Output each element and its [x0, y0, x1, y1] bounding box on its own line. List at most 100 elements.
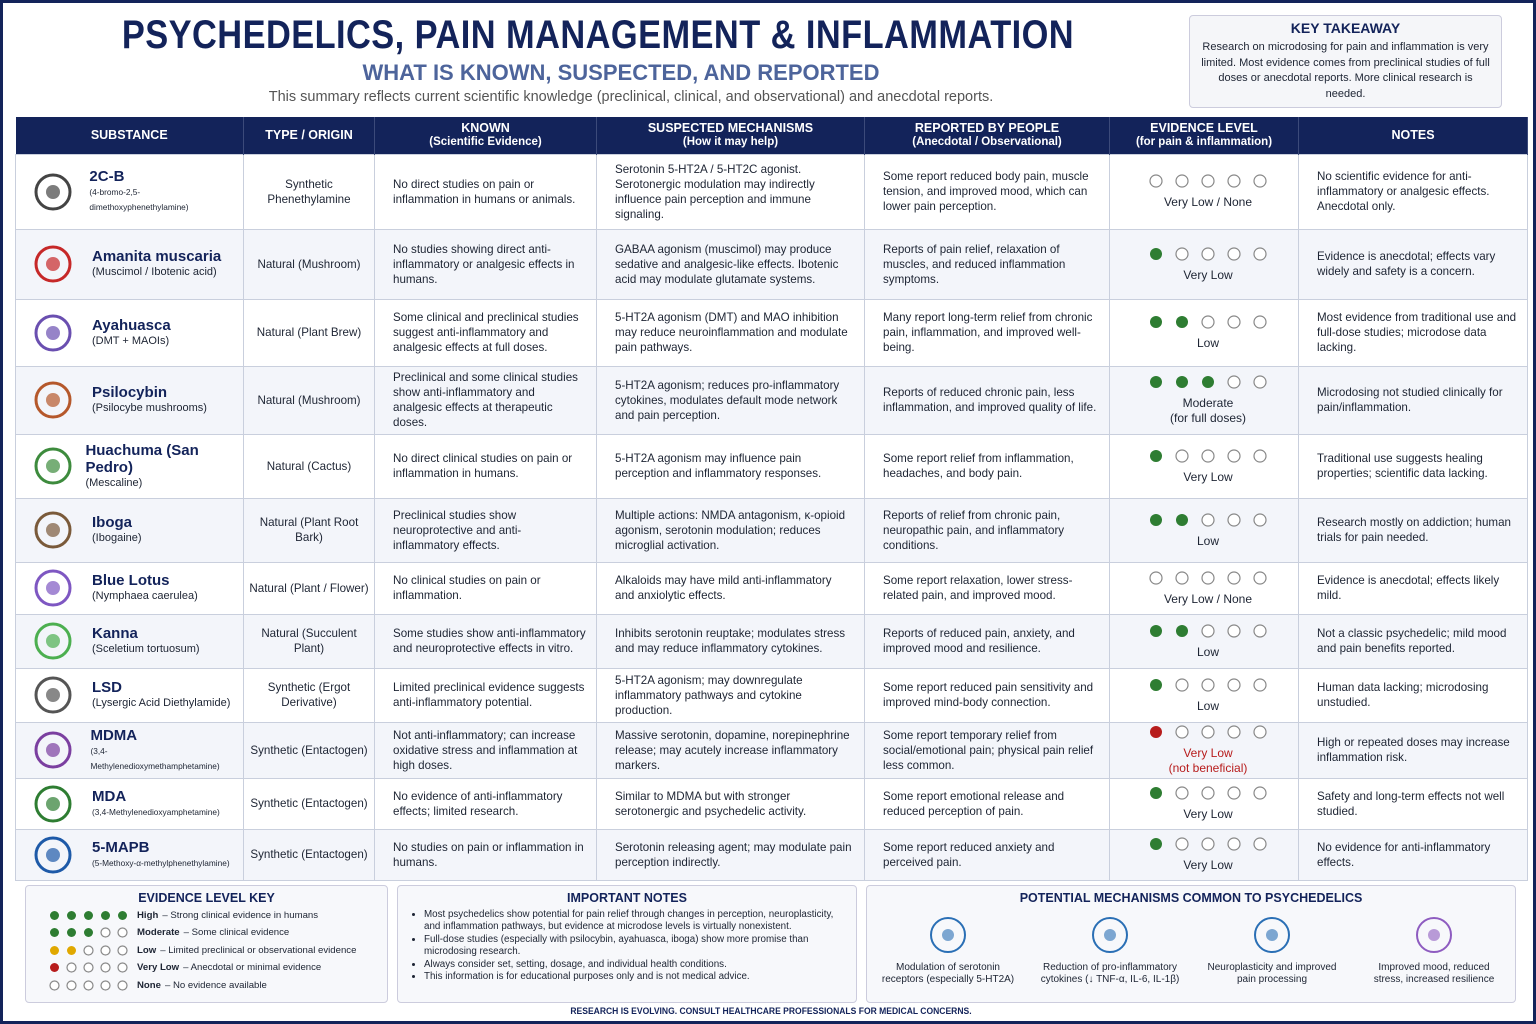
reported-cell: Reports of reduced pain, anxiety, and im…	[864, 613, 1110, 669]
substance-text: 2C-B (4-bromo-2,5-dimethoxyphenethylamine…	[89, 168, 233, 215]
icon-core	[46, 688, 60, 702]
dot-empty	[1253, 623, 1267, 638]
column-header: SUBSTANCE	[15, 117, 244, 154]
icon-core	[1266, 929, 1278, 941]
dot-filled	[1150, 513, 1162, 526]
dot-empty	[1201, 512, 1215, 527]
dot-empty	[1175, 570, 1189, 585]
substance: MDMA (3,4-Methylenedioxymethamphetamine)	[22, 725, 233, 775]
substance-name: Amanita muscaria	[92, 248, 222, 265]
evidence-dots	[50, 962, 128, 973]
evidence-cell: Very Low (not beneficial)	[1109, 721, 1299, 779]
mechanism: Reduction of pro-inflammatory cytokines …	[1040, 913, 1180, 987]
evidence-dots	[1150, 512, 1267, 527]
known-cell: No evidence of anti-inflammatory effects…	[374, 777, 597, 830]
dot-empty	[117, 962, 128, 973]
suspected-cell: Multiple actions: NMDA antagonism, κ-opi…	[596, 497, 865, 563]
evidence-cell: Very Low	[1109, 433, 1299, 499]
description: This summary reflects current scientific…	[268, 89, 994, 105]
dot-empty	[1253, 725, 1267, 739]
dot-empty	[1201, 725, 1215, 739]
evidence-label: Very Low	[1183, 807, 1233, 821]
mechanism: Improved mood, reduced stress, increased…	[1364, 913, 1504, 987]
icon-core	[46, 581, 60, 595]
reported-cell: Some report reduced pain sensitivity and…	[864, 667, 1110, 723]
type-cell: Synthetic (Entactogen)	[243, 828, 375, 881]
column-title: EVIDENCE LEVEL	[1150, 121, 1258, 136]
dot-filled	[1176, 513, 1188, 526]
icon	[34, 731, 72, 769]
icon	[34, 836, 72, 873]
known-cell: Preclinical studies show neuroprotective…	[374, 497, 597, 563]
column-subtitle: (for pain & inflammation)	[1135, 136, 1273, 149]
dot-empty	[1227, 315, 1241, 329]
reported-cell: Reports of relief from chronic pain, neu…	[864, 497, 1110, 563]
column-header: EVIDENCE LEVEL (for pain & inflammation)	[1109, 117, 1299, 154]
icon-shape	[34, 622, 72, 660]
substance-origin: (4-bromo-2,5-dimethoxyphenethylamine)	[89, 187, 189, 212]
notes-cell: Microdosing not studied clinically for p…	[1298, 365, 1528, 435]
icon-core	[1104, 929, 1116, 941]
evidence-sublabel: (for full doses)	[1169, 411, 1247, 425]
dot-empty	[83, 945, 94, 956]
substance: Huachuma (San Pedro) (Mescaline)	[22, 441, 233, 491]
suspected-cell: 5-HT2A agonism; may downregulate inflamm…	[596, 667, 865, 723]
substance-origin: (Sceletium tortuosum)	[92, 643, 200, 655]
icon-core	[46, 634, 60, 648]
evidence-key: EVIDENCE LEVEL KEY High – Strong clinical…	[25, 885, 388, 1003]
evidence-dots	[1150, 725, 1267, 739]
dot-filled	[118, 910, 127, 920]
dot-empty	[117, 927, 128, 938]
takeaway-text: Research on microdosing for pain and inf…	[1201, 41, 1490, 100]
key-level: None	[137, 979, 161, 991]
known-cell: Preclinical and some clinical studies sh…	[374, 365, 597, 435]
substance-cell: 2C-B (4-bromo-2,5-dimethoxyphenethylamine…	[15, 153, 244, 230]
icon-core	[46, 847, 60, 862]
dot-empty	[1253, 315, 1267, 329]
key-level: Low	[137, 944, 157, 956]
dot-empty	[1253, 837, 1267, 851]
key-level: High	[137, 909, 159, 921]
dot-empty	[1201, 623, 1215, 638]
dot-empty	[117, 945, 128, 956]
reported-cell: Some report emotional release and reduce…	[864, 777, 1110, 830]
mechanism-label: Modulation of serotonin receptors (espec…	[881, 961, 1015, 986]
notes-cell: Safety and long-term effects not well st…	[1298, 777, 1528, 830]
evidence-dots	[1150, 837, 1267, 851]
table-row: Kanna (Sceletium tortuosum) Natural (Succu…	[15, 613, 1528, 669]
icon-core	[46, 325, 60, 340]
dot-empty	[1227, 448, 1241, 463]
known-cell: No studies showing direct anti-inflammat…	[374, 228, 597, 300]
evidence-dots	[1150, 246, 1267, 261]
icon	[34, 173, 72, 210]
substance: Blue Lotus (Nymphaea caerulea)	[22, 563, 233, 613]
table-row: Amanita muscaria (Muscimol / Ibotenic aci…	[15, 228, 1528, 300]
dot-filled	[50, 963, 59, 973]
evidence-dots	[50, 927, 128, 938]
dot-empty	[1201, 315, 1215, 329]
substance-cell: LSD (Lysergic Acid Diethylamide)	[15, 667, 244, 723]
column-header: NOTES	[1298, 117, 1528, 154]
substance: 5-MAPB (5-Methoxy-α-methylphenethylamine)	[22, 830, 233, 879]
substance-name: Psilocybin	[92, 384, 168, 401]
icon-shape	[1416, 917, 1452, 953]
reported-cell: Reports of pain relief, relaxation of mu…	[864, 228, 1110, 300]
dot-empty	[1227, 837, 1241, 851]
dot-filled	[1150, 838, 1162, 850]
dot-filled	[50, 945, 59, 955]
box-title: POTENTIAL MECHANISMS COMMON TO PSYCHEDEL…	[1019, 891, 1363, 905]
key-level: Moderate	[137, 927, 180, 939]
dot-empty	[1201, 570, 1215, 585]
dot-empty	[49, 980, 60, 991]
dot-empty	[1227, 174, 1241, 188]
table: SUBSTANCE TYPE / ORIGIN KNOWN (Scientific E…	[15, 117, 1528, 881]
icon-shape	[34, 245, 72, 283]
evidence-label: Very Low / None	[1163, 591, 1253, 606]
substance-text: Kanna (Sceletium tortuosum)	[92, 625, 200, 657]
type-cell: Natural (Plant Root Bark)	[243, 497, 375, 563]
icon	[34, 314, 72, 351]
substance: Kanna (Sceletium tortuosum)	[22, 616, 233, 666]
substance-origin: (Psilocybe mushrooms)	[92, 402, 207, 414]
substance-text: LSD (Lysergic Acid Diethylamide)	[92, 679, 230, 711]
substance-cell: Kanna (Sceletium tortuosum)	[15, 613, 244, 669]
